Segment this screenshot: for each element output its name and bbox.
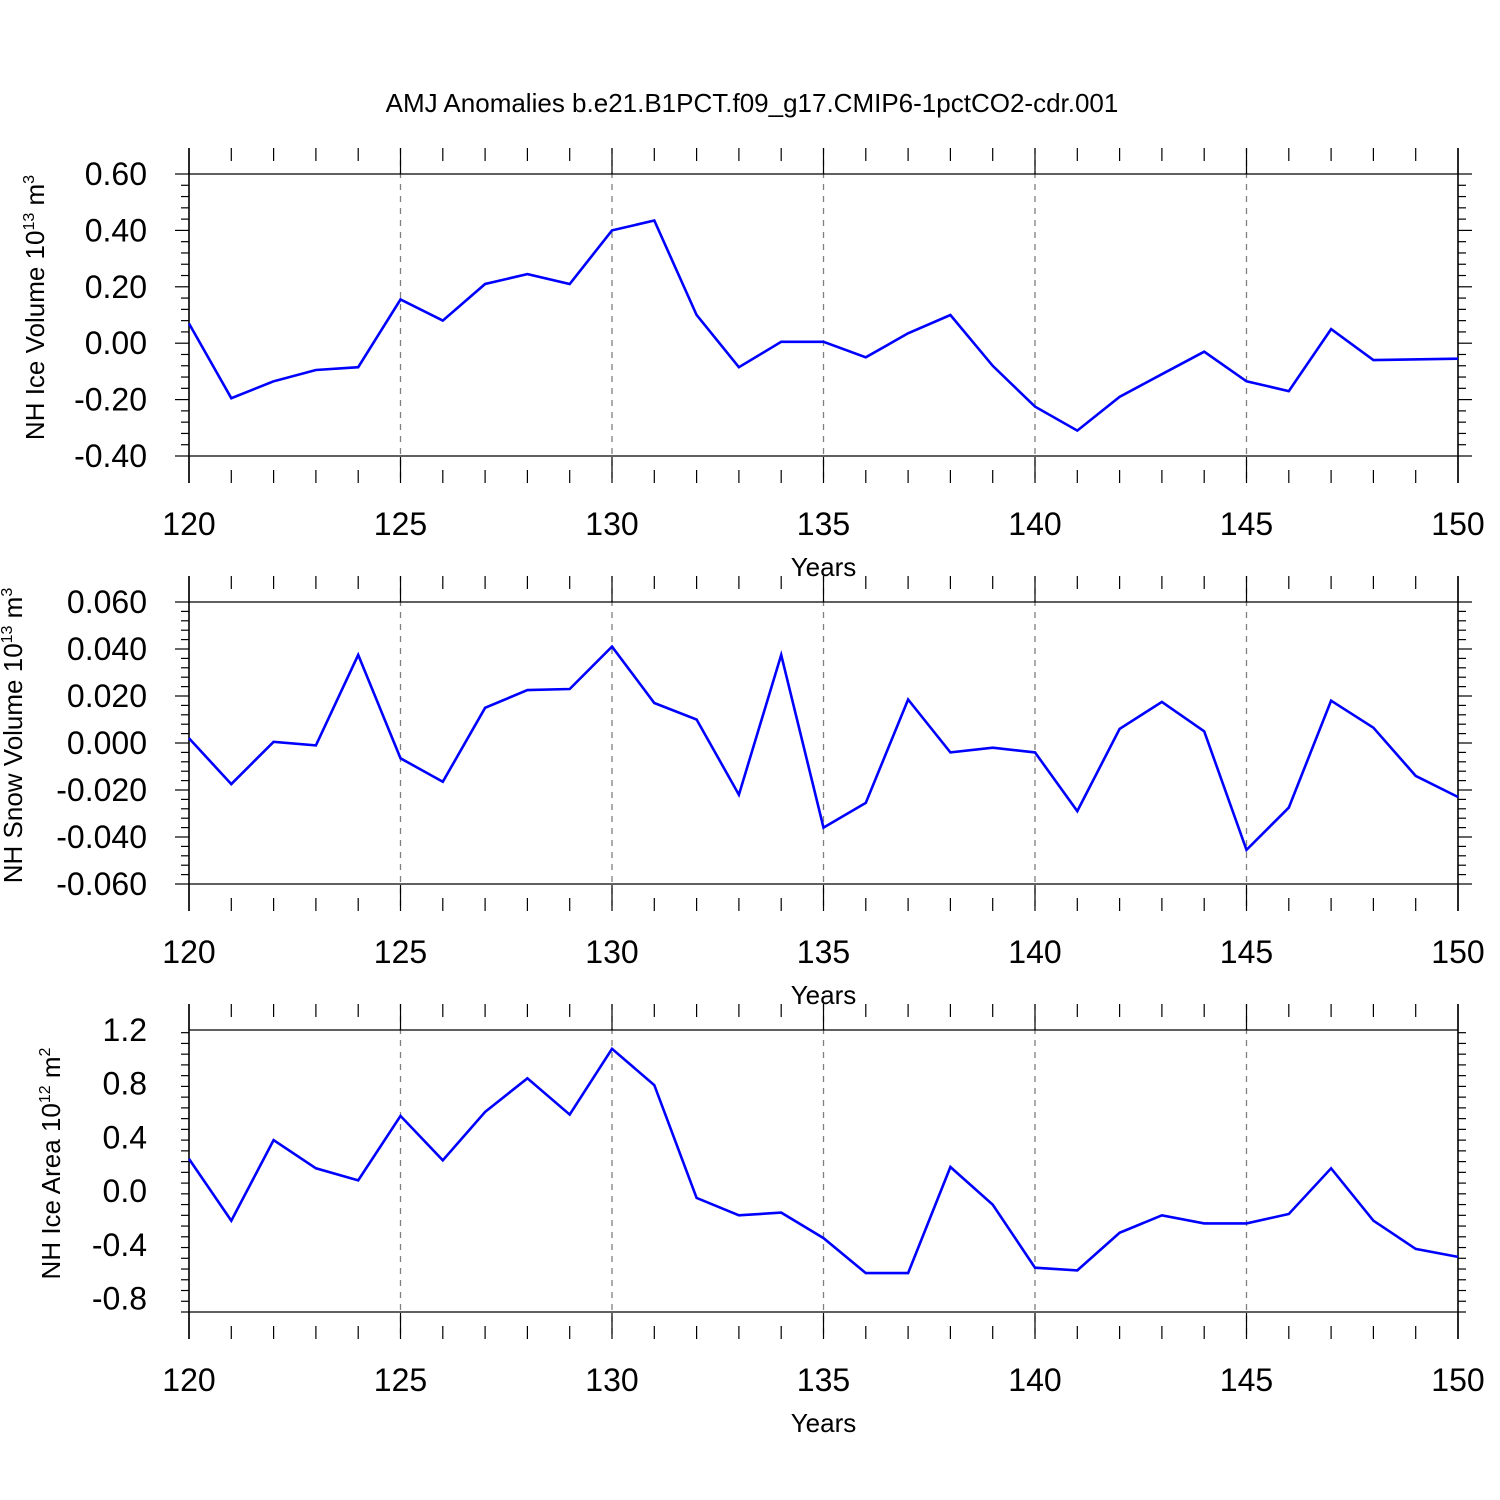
x-tick-label: 140 [1008, 1362, 1061, 1398]
x-tick-label: 130 [585, 1362, 638, 1398]
y-tick-label: 0.040 [67, 631, 147, 667]
y-axis-title-unit: m [20, 184, 50, 213]
x-tick-label: 135 [797, 506, 850, 542]
y-axis-title-main: NH Ice Area 10 [36, 1103, 66, 1279]
x-tick-label: 125 [374, 1362, 427, 1398]
ice-area-series-line [187, 1046, 1459, 1275]
x-tick-label: 125 [374, 506, 427, 542]
y-axis-title-unit-exp: 2 [37, 1047, 54, 1056]
y-tick-label: 0.060 [67, 584, 147, 620]
y-axis-title-exp: 13 [0, 625, 16, 643]
x-tick-label: 120 [162, 934, 215, 970]
y-axis-title-unit: m [0, 597, 28, 626]
y-tick-label: -0.040 [56, 819, 147, 855]
snow-volume-panel: -0.060 -0.040 -0.020 0.000 0.020 0.040 0.060 12… [0, 576, 1485, 1010]
y-axis-title-main: NH Ice Volume 10 [20, 231, 50, 441]
ice-area-panel: -0.8 -0.4 0.0 0.4 0.8 1.2 120 125 130 135 140 145 15… [36, 1004, 1485, 1438]
ice-volume-series-line [187, 218, 1459, 433]
y-tick-label: -0.060 [56, 866, 147, 902]
y-tick-label: 1.2 [103, 1012, 147, 1048]
y-tick-label: -0.020 [56, 772, 147, 808]
y-tick-label: 0.40 [85, 212, 147, 248]
y-tick-label: -0.4 [92, 1227, 147, 1263]
y-axis-title-unit-exp: 3 [0, 588, 16, 597]
x-tick-label: 130 [585, 506, 638, 542]
y-tick-label: -0.8 [92, 1281, 147, 1317]
x-axis-title: Years [791, 1408, 857, 1438]
y-axis-title: NH Ice Area 1012 m2 [36, 1047, 66, 1279]
x-tick-label: 120 [162, 1362, 215, 1398]
x-tick-label: 125 [374, 934, 427, 970]
x-tick-label: 135 [797, 934, 850, 970]
y-axis-title-main: NH Snow Volume 10 [0, 643, 28, 883]
x-tick-label: 145 [1220, 506, 1273, 542]
panels: -0.40 -0.20 0.00 0.20 0.40 0.60 120 125 130 135 14… [0, 148, 1485, 1438]
x-tick-label: 150 [1431, 934, 1484, 970]
x-tick-label: 135 [797, 1362, 850, 1398]
ice-volume-panel: -0.40 -0.20 0.00 0.20 0.40 0.60 120 125 130 135 14… [20, 148, 1485, 582]
x-tick-label: 120 [162, 506, 215, 542]
y-axis-title-exp: 13 [21, 213, 38, 231]
y-tick-label: 0.000 [67, 725, 147, 761]
y-axis-title: NH Ice Volume 1013 m3 [20, 175, 50, 440]
y-tick-label: -0.40 [74, 438, 147, 474]
x-tick-label: 150 [1431, 506, 1484, 542]
y-tick-label: 0.8 [103, 1066, 147, 1102]
y-tick-label: 0.60 [85, 156, 147, 192]
y-axis-title-exp: 12 [37, 1085, 54, 1103]
y-tick-label: 0.00 [85, 325, 147, 361]
x-tick-label: 140 [1008, 934, 1061, 970]
y-tick-label: -0.20 [74, 382, 147, 418]
x-tick-label: 140 [1008, 506, 1061, 542]
y-axis-title-unit-exp: 3 [21, 175, 38, 184]
y-tick-label: 0.0 [103, 1173, 147, 1209]
y-tick-label: 0.4 [103, 1119, 147, 1155]
x-tick-label: 150 [1431, 1362, 1484, 1398]
x-tick-label: 145 [1220, 934, 1273, 970]
y-axis-title: NH Snow Volume 1013 m3 [0, 588, 28, 884]
figure-title: AMJ Anomalies b.e21.B1PCT.f09_g17.CMIP6-… [386, 88, 1119, 118]
y-axis-title-unit: m [36, 1056, 66, 1085]
y-tick-label: 0.020 [67, 678, 147, 714]
x-tick-label: 145 [1220, 1362, 1273, 1398]
snow-volume-series-line [188, 644, 1459, 853]
y-tick-label: 0.20 [85, 269, 147, 305]
x-tick-label: 130 [585, 934, 638, 970]
